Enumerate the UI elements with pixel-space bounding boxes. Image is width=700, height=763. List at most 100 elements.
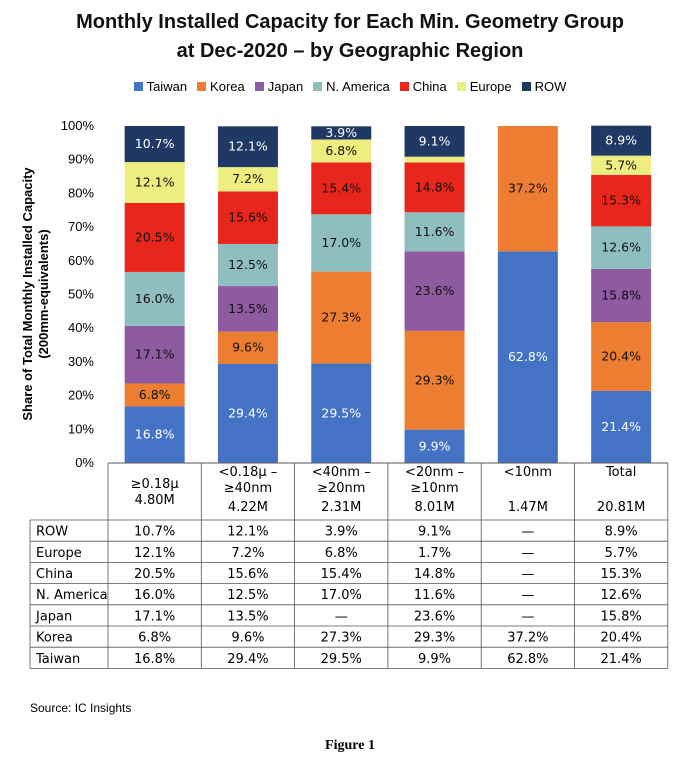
table-cell: 16.0% xyxy=(134,588,175,603)
legend-label: N. America xyxy=(326,78,390,94)
y-tick-label: 20% xyxy=(68,388,94,403)
legend-item-china: China xyxy=(399,77,447,95)
x-category-label: 2.31M xyxy=(321,500,361,515)
bar-segment-n-america xyxy=(591,226,652,269)
data-label: 17.1% xyxy=(135,347,175,362)
data-label: 16.8% xyxy=(135,427,175,442)
bar-segment-korea xyxy=(497,126,558,252)
data-label: 23.6% xyxy=(415,283,455,298)
table-cell: 7.2% xyxy=(231,546,264,561)
y-tick-label: 90% xyxy=(68,152,94,167)
x-category-label: Total xyxy=(605,465,636,480)
legend-swatch xyxy=(313,81,323,91)
table-cell: 21.4% xyxy=(600,652,641,667)
y-tick-label: 30% xyxy=(68,354,94,369)
table-cell: 1.7% xyxy=(418,546,451,561)
data-label: 9.9% xyxy=(419,438,451,453)
legend-swatch xyxy=(197,81,207,91)
data-label: 9.1% xyxy=(419,133,451,148)
legend-swatch xyxy=(133,81,143,91)
x-category-label: 4.80M xyxy=(135,493,175,508)
bar-segment-row xyxy=(404,126,465,157)
table-row-label: Taiwan xyxy=(35,652,80,667)
bar-segment-taiwan xyxy=(311,363,372,463)
table-cell: 13.5% xyxy=(227,609,268,624)
bar-segment-europe xyxy=(591,155,652,175)
x-category-label: ≥20nm xyxy=(317,481,365,496)
y-axis-label-line: (200mm-equivalents) xyxy=(36,229,51,358)
legend-item-taiwan: Taiwan xyxy=(133,77,187,95)
x-category-label: ≥40nm xyxy=(224,481,272,496)
bar-segment-korea xyxy=(404,330,465,430)
table-cell: 29.5% xyxy=(321,652,362,667)
table-cell: 15.6% xyxy=(227,567,268,582)
y-tick-label: 100% xyxy=(61,118,95,133)
bar-segment-n-america xyxy=(311,214,372,272)
table-row-label: N. America xyxy=(36,588,108,603)
data-label: 27.3% xyxy=(321,310,361,325)
table-cell: — xyxy=(521,525,534,540)
table-cell: 15.3% xyxy=(600,567,641,582)
x-category-label: <10nm xyxy=(504,465,552,480)
bar-segment-n-america xyxy=(404,212,465,252)
table-cell: 11.6% xyxy=(414,588,455,603)
data-label: 62.8% xyxy=(508,349,548,364)
bar-segment-taiwan xyxy=(124,406,185,463)
chart-title: Monthly Installed Capacity for Each Min.… xyxy=(0,8,700,66)
legend-item-europe: Europe xyxy=(456,77,512,95)
bar-segment-row xyxy=(217,126,278,168)
table-cell: 29.3% xyxy=(414,631,455,646)
table-row-label: ROW xyxy=(36,525,68,540)
data-label: 6.8% xyxy=(139,387,171,402)
table-row-label: Korea xyxy=(36,631,73,646)
bar-segment-row xyxy=(591,125,652,156)
y-tick-label: 60% xyxy=(68,253,94,268)
bar-segment-china xyxy=(311,162,372,215)
table-cell: 3.9% xyxy=(325,525,358,540)
bar-segment-europe xyxy=(217,167,278,192)
table-row-label: Europe xyxy=(36,546,82,561)
y-tick-label: 50% xyxy=(68,287,94,302)
x-category-label: 1.47M xyxy=(508,500,548,515)
bar-segment-europe xyxy=(124,162,185,203)
data-label: 3.9% xyxy=(325,125,357,140)
data-label: 20.5% xyxy=(135,229,175,244)
bar-segment-korea xyxy=(591,322,652,391)
table-cell: — xyxy=(521,567,534,582)
y-tick-label: 80% xyxy=(68,185,94,200)
data-label: 15.6% xyxy=(228,210,268,225)
legend-swatch xyxy=(456,81,466,91)
legend-label: Korea xyxy=(210,78,245,94)
table-cell: 9.6% xyxy=(231,631,264,646)
data-label: 15.8% xyxy=(601,288,641,303)
legend-label: ROW xyxy=(534,78,567,94)
legend-label: Japan xyxy=(267,78,304,94)
bar-segment-europe xyxy=(311,139,372,163)
legend-item-n-america: N. America xyxy=(313,77,390,95)
table-cell: 12.6% xyxy=(600,588,641,603)
table-cell: 6.8% xyxy=(325,546,358,561)
data-label: 8.9% xyxy=(605,133,637,148)
bar-segment-taiwan xyxy=(217,363,278,463)
table-cell: 12.1% xyxy=(134,546,175,561)
data-label: 7.2% xyxy=(232,171,264,186)
table-cell: 9.1% xyxy=(418,525,451,540)
data-label: 12.5% xyxy=(228,257,268,272)
legend-swatch xyxy=(254,81,264,91)
x-category-label: 4.22M xyxy=(228,500,268,515)
data-label: 11.6% xyxy=(415,224,455,239)
table-cell: 62.8% xyxy=(507,652,548,667)
legend-item-japan: Japan xyxy=(254,77,304,95)
bar-segment-china xyxy=(217,191,278,244)
data-label: 15.3% xyxy=(601,193,641,208)
bar-segment-japan xyxy=(591,268,652,323)
bar-segment-japan xyxy=(217,286,278,332)
legend-swatch xyxy=(399,81,409,91)
legend-item-row: ROW xyxy=(521,77,567,95)
bar-segment-europe xyxy=(404,156,465,163)
x-category-label: ≥0.18μ xyxy=(131,477,179,492)
table-cell: 17.1% xyxy=(134,609,175,624)
table-cell: 12.5% xyxy=(227,588,268,603)
data-label: 37.2% xyxy=(508,181,548,196)
x-category-label: <0.18μ – xyxy=(219,465,278,480)
